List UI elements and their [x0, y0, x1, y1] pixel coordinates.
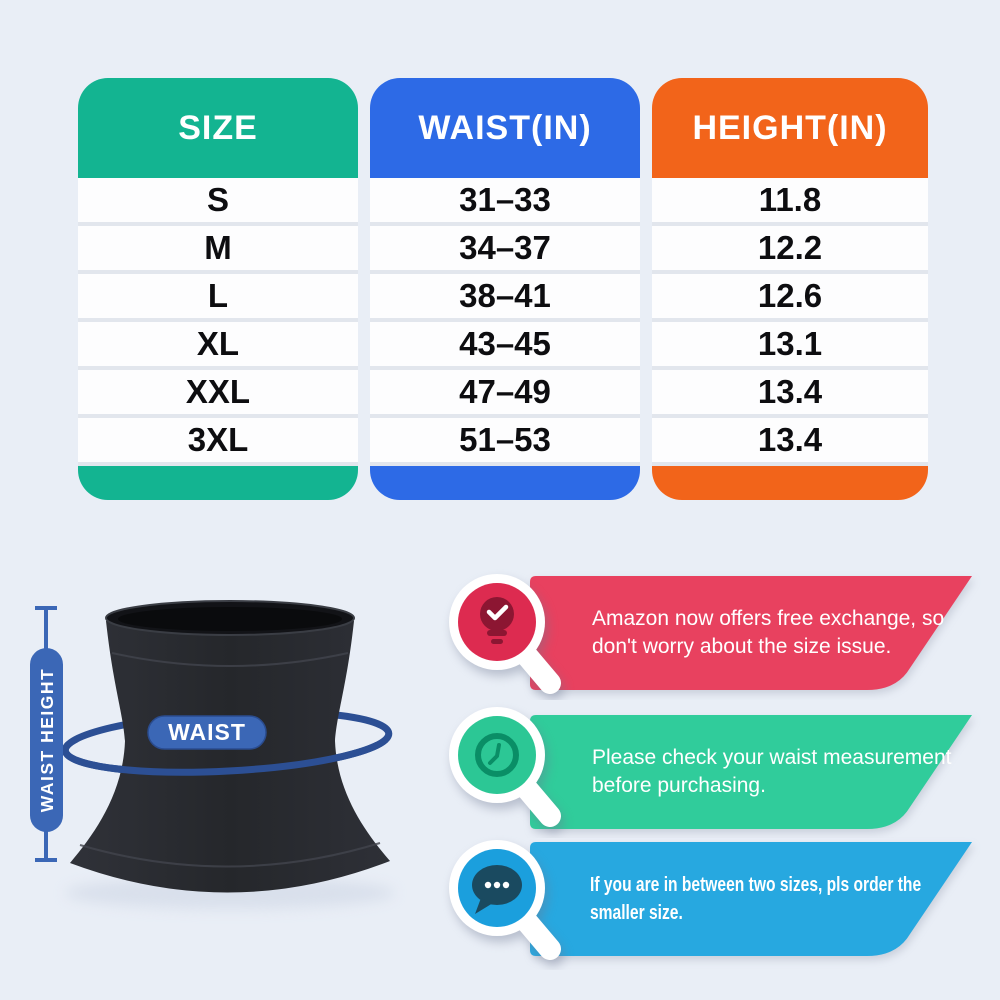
height-cell: 12.2 [652, 226, 928, 274]
callout-check-measurement [440, 688, 1000, 838]
column-size: SIZE S M L XL XXL 3XL [78, 78, 358, 500]
waist-measure-ellipse-front [61, 742, 393, 776]
waist-cell: 47–49 [370, 370, 640, 418]
waist-height-label: WAIST HEIGHT [37, 668, 57, 812]
magnifier-handle [517, 912, 561, 960]
height-cell: 12.6 [652, 274, 928, 322]
ribbon-banner [530, 576, 972, 690]
waist-cell: 43–45 [370, 322, 640, 370]
size-column-footer [78, 466, 358, 500]
magnifier-handle [517, 779, 561, 827]
waist-trainer-illustration: WAIST WAIST HEIGHT [30, 600, 395, 909]
garment-shadow [65, 877, 395, 909]
callout-banner-graphic [449, 840, 972, 960]
magnifier-badge [449, 574, 561, 694]
waist-column-header: WAIST(IN) [370, 78, 640, 178]
callout-banner-graphic [449, 574, 972, 694]
size-cell: XXL [78, 370, 358, 418]
garment-upper-seam [111, 652, 349, 667]
waist-cell: 38–41 [370, 274, 640, 322]
size-cell: XL [78, 322, 358, 370]
magnifier-badge [449, 707, 561, 827]
waist-cell: 34–37 [370, 226, 640, 274]
waist-height-pill [30, 648, 63, 832]
waist-label-pill: WAIST [147, 715, 267, 750]
garment-opening-shadow [118, 607, 342, 631]
size-cell: 3XL [78, 418, 358, 466]
waist-height-indicator: WAIST HEIGHT [30, 606, 63, 862]
height-cell: 13.4 [652, 370, 928, 418]
column-height: HEIGHT(IN) 11.8 12.2 12.6 13.1 13.4 13.4 [652, 78, 928, 500]
clock-icon [475, 733, 519, 777]
height-cell: 13.4 [652, 418, 928, 466]
size-chart-table: SIZE S M L XL XXL 3XL WAIST(IN) 31–33 34… [78, 78, 928, 500]
callout-between-sizes-text: If you are in between two sizes, pls ord… [590, 874, 922, 924]
lightbulb-check-icon [480, 597, 514, 644]
column-waist: WAIST(IN) 31–33 34–37 38–41 43–45 47–49 … [370, 78, 640, 500]
ribbon-banner [530, 842, 972, 956]
height-cell: 13.1 [652, 322, 928, 370]
magnifier-badge [449, 840, 561, 960]
magnifier-handle [517, 646, 561, 694]
callout-check-measurement-text: Please check your waist measurement befo… [592, 746, 952, 797]
waist-cell: 51–53 [370, 418, 640, 466]
waist-column-footer [370, 466, 640, 500]
callout-banner-graphic [449, 707, 972, 829]
callout-between-sizes [440, 820, 1000, 970]
height-column-header: HEIGHT(IN) [652, 78, 928, 178]
waist-cell: 31–33 [370, 178, 640, 226]
height-cell: 11.8 [652, 178, 928, 226]
waist-label: WAIST [168, 719, 246, 745]
ribbon-banner [530, 715, 972, 829]
size-column-header: SIZE [78, 78, 358, 178]
chat-bubble-icon [472, 865, 522, 914]
height-column-footer [652, 466, 928, 500]
callout-free-exchange [440, 550, 1000, 700]
waist-trainer-body [70, 610, 390, 893]
size-cell: S [78, 178, 358, 226]
callout-free-exchange-text: Amazon now offers free exchange, so don'… [592, 607, 945, 658]
size-cell: L [78, 274, 358, 322]
size-cell: M [78, 226, 358, 274]
garment-lower-seam [79, 842, 381, 868]
